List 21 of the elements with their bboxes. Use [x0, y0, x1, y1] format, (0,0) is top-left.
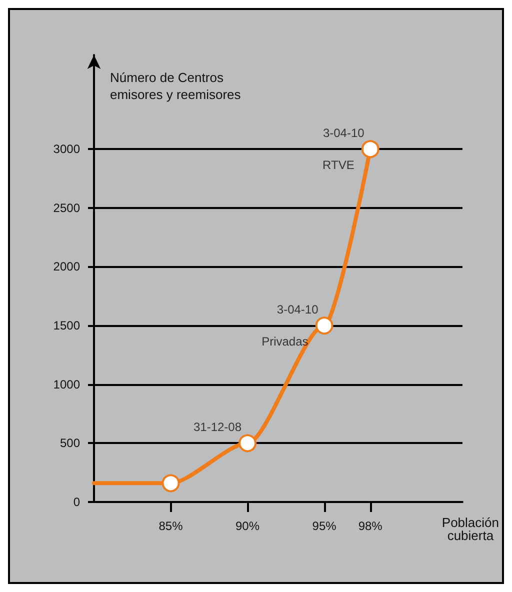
x-axis-title: Población cubierta — [442, 515, 500, 543]
x-tick-label: 85% — [158, 519, 184, 533]
y-tick-label: 2000 — [53, 260, 80, 274]
y-tick-label: 500 — [60, 436, 80, 450]
annotation: RTVE — [322, 158, 354, 172]
point — [361, 140, 380, 158]
annotation: 31-12-08 — [193, 420, 242, 434]
y-tick-label: 1000 — [53, 377, 80, 392]
x-tick-label: 95% — [312, 519, 337, 533]
point — [238, 434, 257, 452]
annotation: 3-04-10 — [276, 302, 319, 317]
y-tick-label: 3000 — [53, 142, 80, 156]
y-axis-title: Número de Centros emisores y reemisores — [110, 70, 242, 102]
y-tick-label: 1500 — [53, 318, 80, 333]
y-tick-label: 0 — [73, 495, 80, 509]
point — [315, 316, 334, 335]
x-tick-label: 98% — [358, 519, 383, 533]
y-tick-label: 2500 — [53, 200, 80, 215]
point — [162, 474, 180, 492]
x-tick-label: 90% — [236, 519, 260, 533]
annotation: 3-04-10 — [322, 126, 365, 140]
